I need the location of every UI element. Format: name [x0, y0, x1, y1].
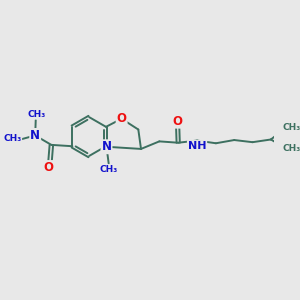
Text: CH₃: CH₃ [282, 144, 300, 153]
Text: CH₃: CH₃ [100, 165, 118, 174]
Text: CH₃: CH₃ [282, 123, 300, 132]
Text: N: N [30, 129, 40, 142]
Text: N: N [101, 140, 112, 153]
Text: O: O [44, 161, 54, 174]
Text: NH: NH [188, 141, 206, 151]
Text: O: O [117, 112, 127, 125]
Text: CH₃: CH₃ [28, 110, 46, 119]
Text: CH₃: CH₃ [3, 134, 21, 143]
Text: O: O [173, 115, 183, 128]
